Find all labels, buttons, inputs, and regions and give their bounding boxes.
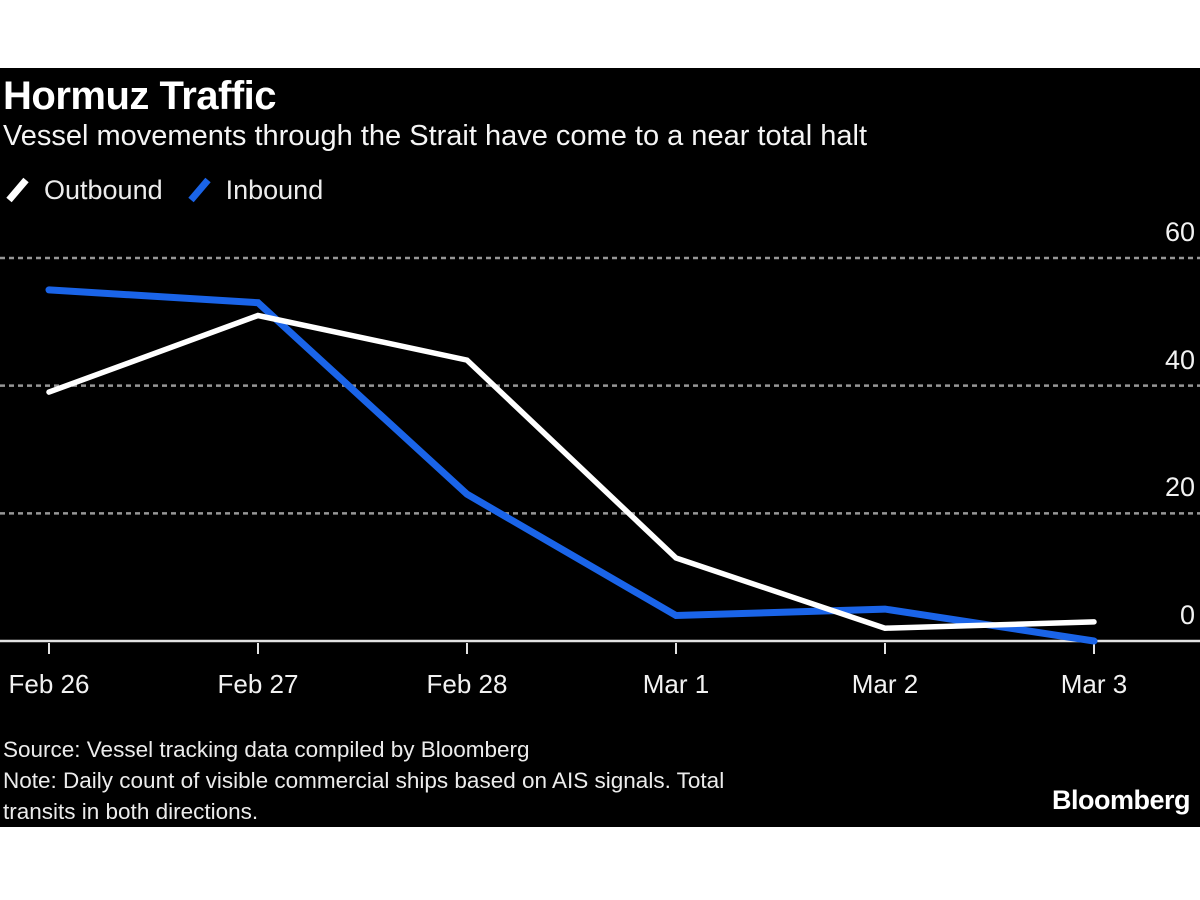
legend-label-outbound: Outbound — [44, 175, 163, 205]
line-chart — [0, 256, 1200, 654]
legend: Outbound Inbound — [0, 154, 1200, 204]
chart-subtitle: Vessel movements through the Strait have… — [3, 120, 868, 152]
note-line-2: transits in both directions. — [3, 799, 259, 824]
bloomberg-logo: Bloomberg — [1051, 785, 1191, 815]
x-axis-label-feb-26: Feb 26 — [8, 669, 90, 699]
y-axis-label-0: 0 — [1179, 600, 1195, 630]
series-line-inbound — [45, 286, 1098, 645]
legend-item-inbound: Inbound — [187, 175, 324, 205]
x-axis-label-feb-28: Feb 28 — [426, 669, 508, 699]
x-axis-label-feb-27: Feb 27 — [217, 669, 299, 699]
inbound-line-swatch-icon — [187, 177, 211, 203]
y-axis-label-60: 60 — [1164, 217, 1195, 248]
y-axis-label-20: 20 — [1164, 472, 1195, 503]
series-line-outbound — [46, 312, 1097, 631]
footer: Source: Vessel tracking data compiled by… — [3, 734, 724, 827]
y-axis-label-40: 40 — [1164, 344, 1195, 375]
outbound-line-swatch-icon — [6, 177, 29, 203]
chart-panel: Hormuz Traffic Vessel movements through … — [0, 68, 1200, 827]
legend-item-outbound: Outbound — [5, 176, 163, 204]
x-axis-label-mar-1: Mar 1 — [642, 669, 710, 699]
x-axis-label-mar-2: Mar 2 — [851, 669, 919, 699]
legend-label-inbound: Inbound — [225, 175, 324, 205]
source-line: Source: Vessel tracking data compiled by… — [3, 737, 530, 762]
x-axis-label-mar-3: Mar 3 — [1060, 669, 1128, 699]
chart-title: Hormuz Traffic — [3, 74, 277, 118]
note-line-1: Note: Daily count of visible commercial … — [3, 768, 725, 793]
